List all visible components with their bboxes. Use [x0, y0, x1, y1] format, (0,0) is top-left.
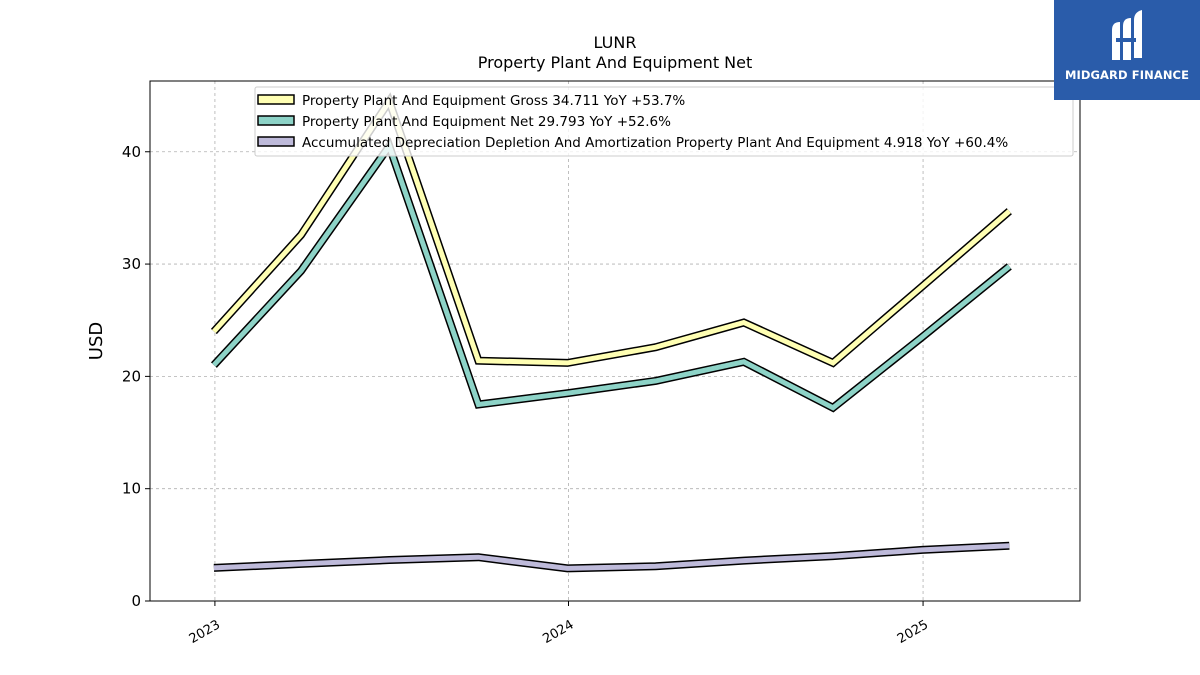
- legend-box: [254, 86, 1074, 157]
- y-axis-label: USD: [86, 322, 107, 360]
- x-tick-label: 2024: [540, 617, 576, 647]
- legend-swatch: [257, 115, 295, 126]
- y-tick-label: 40: [122, 143, 141, 161]
- legend-label: Property Plant And Equipment Gross 34.71…: [302, 93, 685, 109]
- legend-label: Accumulated Depreciation Depletion And A…: [302, 135, 1008, 151]
- series-line: [212, 95, 1011, 366]
- y-tick-label: 0: [131, 592, 141, 610]
- midgard-finance-logo: MIDGARD FINANCE: [1054, 0, 1200, 100]
- legend-label: Property Plant And Equipment Net 29.793 …: [302, 114, 671, 130]
- chart-title: LUNR: [594, 33, 637, 52]
- series-lines: [210, 92, 1012, 573]
- y-tick-label: 30: [122, 255, 141, 273]
- y-tick-label: 10: [122, 480, 141, 498]
- series-line: [212, 140, 1011, 411]
- grid: [150, 81, 1080, 602]
- midgard-logo-icon: [1112, 10, 1142, 60]
- chart-subtitle: Property Plant And Equipment Net: [478, 53, 753, 72]
- series-line: [213, 543, 1010, 571]
- legend: Property Plant And Equipment Gross 34.71…: [254, 86, 1074, 157]
- y-tick-label: 20: [122, 367, 141, 385]
- legend-swatch: [257, 136, 295, 147]
- x-tick-label: 2025: [895, 617, 931, 647]
- legend-swatch: [257, 94, 295, 105]
- plot-area-frame: [149, 80, 1081, 602]
- x-tick-label: 2023: [187, 617, 223, 647]
- logo-text: MIDGARD FINANCE: [1064, 68, 1190, 82]
